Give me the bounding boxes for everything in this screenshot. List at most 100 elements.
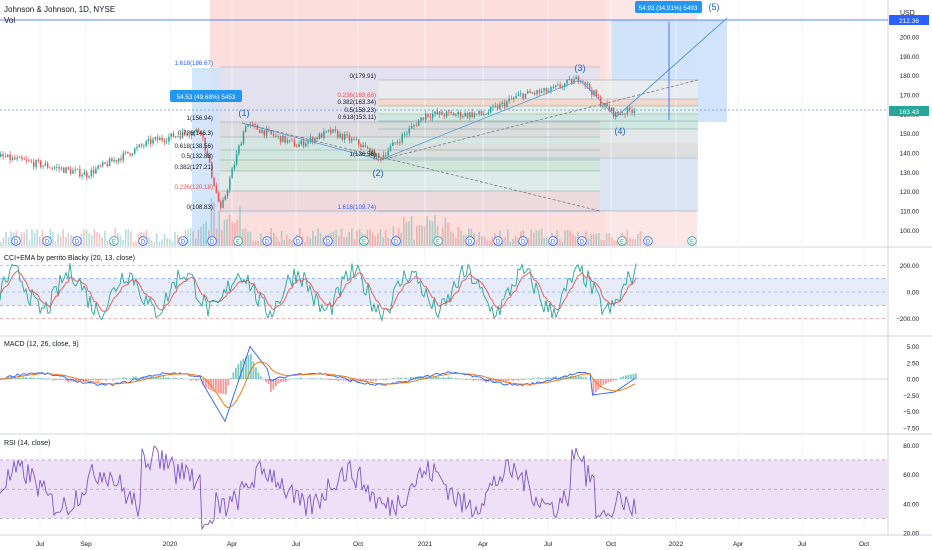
volume-bar: [189, 228, 192, 246]
candle-body: [334, 129, 337, 131]
event-badge: [493, 236, 503, 246]
measure-right-box: [635, 1, 702, 13]
volume-bar: [249, 231, 252, 246]
macd-hist: [282, 379, 285, 382]
volume-bar: [436, 225, 439, 246]
volume-bar: [247, 231, 249, 246]
candle-body: [254, 124, 256, 126]
volume-bar: [322, 237, 324, 246]
volume-bar: [598, 233, 600, 246]
macd-hist: [37, 377, 40, 379]
volume-bar: [387, 237, 389, 246]
candle-body: [348, 135, 351, 141]
fib-right-label: 0.5(158.23): [344, 107, 376, 114]
candle-body: [580, 81, 582, 83]
volume-bar: [257, 240, 259, 246]
candle-body: [263, 130, 266, 136]
event-badge: [391, 236, 401, 246]
candle-body: [545, 88, 548, 93]
candle-body: [127, 151, 129, 154]
macd-hist: [115, 378, 117, 379]
macd-hist: [495, 379, 497, 382]
macd-hist: [145, 376, 147, 379]
macd-hist: [152, 377, 155, 379]
macd-hist: [85, 379, 87, 382]
macd-hist: [612, 379, 615, 381]
volume-bar: [231, 221, 233, 246]
candle-body: [425, 113, 427, 120]
candle-body: [74, 169, 76, 171]
candle-body: [111, 158, 113, 162]
volume-bar: [590, 234, 592, 246]
time-tick: Jul: [292, 541, 301, 548]
candle-body: [42, 165, 44, 167]
candle-body: [593, 90, 595, 96]
volume-bar: [39, 236, 41, 246]
macd-hist: [300, 377, 302, 379]
candle-body: [206, 151, 209, 156]
macd-hist: [410, 376, 412, 379]
candle-body: [478, 111, 480, 114]
candle-body: [586, 83, 589, 86]
candle-body: [499, 103, 501, 109]
macd-hist: [222, 379, 225, 395]
candle-body: [455, 114, 457, 116]
macd-hist: [260, 376, 262, 379]
candle-body: [422, 117, 425, 120]
candle-body: [231, 168, 233, 179]
annotations: 1.618(186.67) 1(156.94) 0.786(146.3) 0.618(…: [0, 1, 888, 212]
candle-body: [97, 165, 99, 169]
candle-body: [633, 110, 636, 114]
volume-bar: [59, 236, 62, 246]
target-tag-box: [889, 15, 929, 25]
volume-bar: [452, 232, 454, 246]
macd-hist: [392, 378, 395, 379]
candle-body: [211, 162, 213, 178]
macd-hist: [475, 379, 477, 381]
fib-right-band: [378, 80, 698, 99]
macd-hist: [527, 378, 530, 379]
candle-body: [284, 135, 286, 143]
volume-bar: [223, 219, 226, 246]
price-pane: [0, 74, 642, 246]
candle-body: [79, 168, 81, 177]
candle-body: [289, 139, 291, 141]
candle-body: [320, 133, 323, 138]
candle-body: [58, 167, 60, 169]
candle-body: [226, 189, 229, 197]
candle-body: [538, 90, 541, 93]
macd-hist: [450, 377, 452, 379]
event-badge: [359, 236, 369, 246]
currency-label[interactable]: USD: [900, 10, 915, 17]
macd-hist: [195, 379, 197, 381]
fib-left-label: 0.382(127.21): [174, 164, 213, 171]
rsi-tick: 60.00: [903, 472, 919, 479]
macd-hist: [367, 379, 370, 381]
volume-bar: [33, 232, 36, 246]
candle-body: [11, 157, 14, 161]
candle-body: [249, 123, 252, 125]
candle-body: [56, 167, 58, 168]
candle-body: [330, 129, 332, 133]
time-tick: Apr: [733, 541, 744, 548]
candle-body: [129, 153, 131, 156]
volume-bar: [41, 230, 44, 246]
volume-bar: [413, 239, 415, 246]
macd-hist: [330, 379, 332, 381]
candle-body: [291, 139, 293, 141]
trend-dashed: [241, 122, 601, 212]
volume-bar: [514, 236, 517, 246]
cci-tick: 0.00: [907, 290, 920, 297]
macd-hist: [130, 378, 132, 379]
cci-title: CCI+EMA by perrito Blacky (20, 13, close…: [4, 255, 135, 262]
event-letter: E: [362, 240, 366, 246]
fib-right-label: 0.382(163.34): [337, 99, 376, 106]
time-tick: 2022: [669, 541, 684, 548]
candle-body: [600, 97, 602, 107]
macd-hist: [227, 379, 230, 386]
candle-body: [464, 112, 466, 117]
volume-bar: [634, 239, 636, 246]
volume-bar: [85, 229, 88, 246]
time-tick: Jul: [798, 541, 807, 548]
